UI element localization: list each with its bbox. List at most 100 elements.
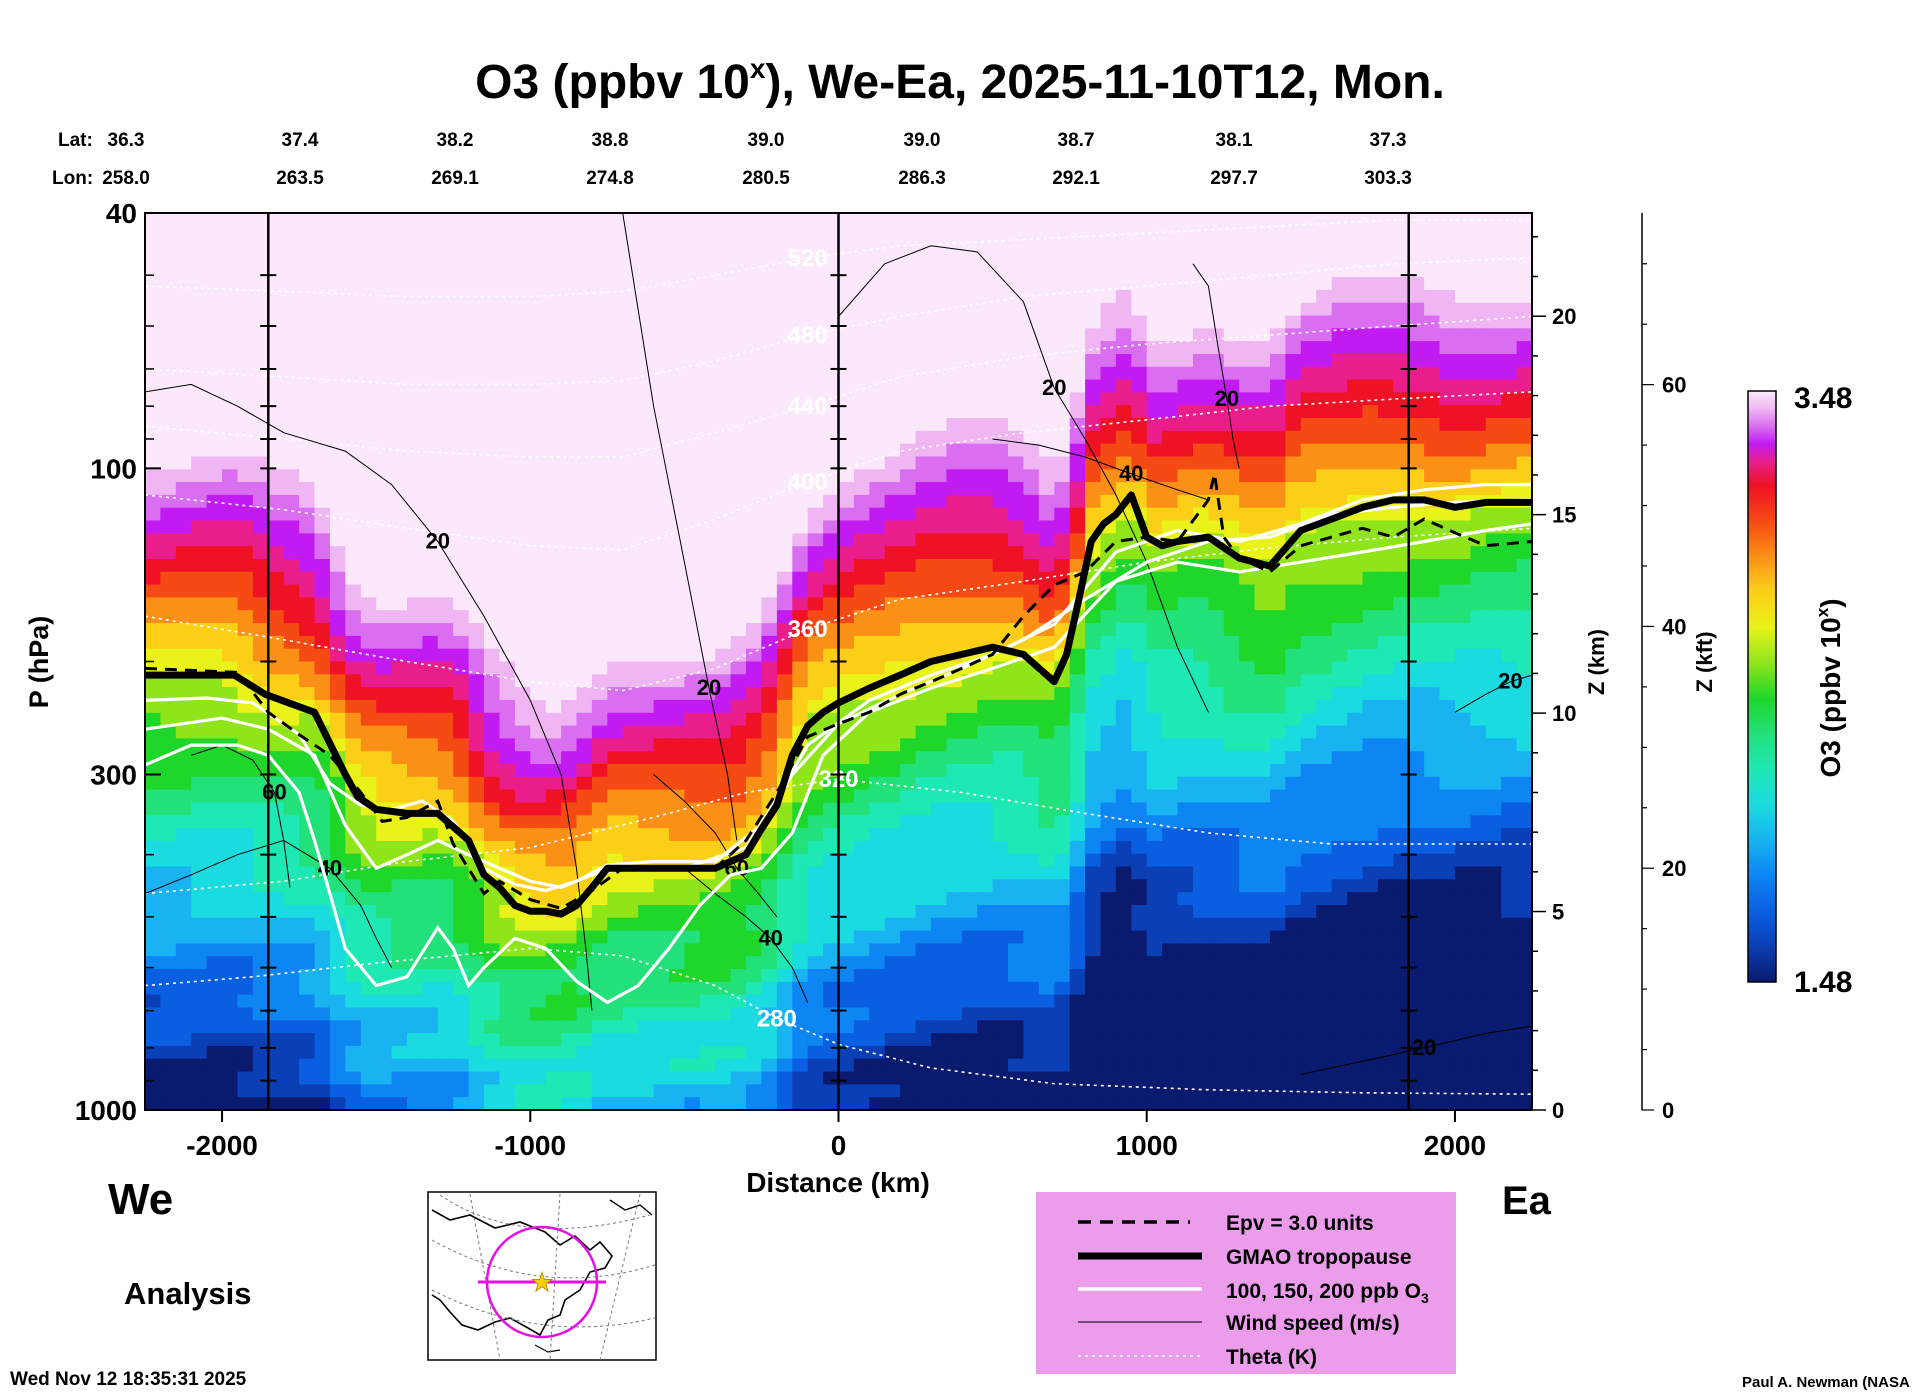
ozone-cell — [237, 879, 254, 893]
ozone-cell — [160, 469, 177, 483]
ozone-cell — [931, 776, 948, 791]
ozone-cell — [391, 635, 408, 650]
ozone-cell — [1424, 430, 1441, 445]
ozone-cell — [1439, 277, 1456, 291]
ozone-cell — [407, 751, 424, 765]
ozone-cell — [1316, 559, 1333, 573]
ozone-cell — [1223, 328, 1240, 342]
ozone-cell — [1239, 289, 1256, 304]
ozone-cell — [160, 354, 177, 368]
ozone-cell — [1023, 828, 1040, 842]
ozone-cell — [376, 571, 393, 586]
ozone-cell — [145, 328, 162, 342]
ozone-cell — [391, 225, 408, 240]
ozone-cell — [175, 482, 192, 496]
ozone-cell — [1085, 687, 1102, 701]
ozone-cell — [1331, 251, 1348, 265]
ozone-cell — [1300, 674, 1317, 688]
ozone-cell — [576, 430, 593, 445]
ozone-cell — [1239, 571, 1256, 586]
ozone-cell — [746, 725, 763, 740]
ozone-cell — [1069, 815, 1086, 829]
ozone-cell — [1131, 776, 1148, 791]
ozone-cell — [776, 610, 794, 624]
ozone-cell — [869, 379, 886, 394]
ozone-cell — [823, 738, 840, 752]
ozone-cell — [1115, 789, 1133, 804]
ozone-cell — [931, 635, 948, 650]
ozone-cell — [299, 315, 316, 330]
ozone-cell — [1316, 623, 1333, 637]
ozone-cell — [1362, 776, 1379, 791]
ozone-cell — [1300, 443, 1317, 458]
ozone-cell — [576, 482, 593, 496]
ozone-cell — [622, 302, 639, 317]
ozone-cell — [746, 905, 763, 919]
ozone-cell — [946, 456, 963, 471]
ozone-cell — [1439, 751, 1456, 765]
ozone-cell — [823, 571, 840, 586]
ozone-cell — [453, 533, 470, 547]
ozone-cell — [622, 315, 639, 330]
ozone-cell — [1408, 802, 1425, 817]
ozone-cell — [1408, 443, 1425, 458]
ozone-cell — [191, 559, 208, 573]
ozone-cell — [715, 328, 732, 342]
ozone-cell — [638, 905, 655, 919]
ozone-cell — [669, 366, 686, 381]
ozone-cell — [1377, 597, 1395, 611]
ozone-cell — [1300, 610, 1317, 624]
ozone-cell — [499, 379, 516, 394]
ozone-cell — [591, 892, 609, 906]
ozone-cell — [1516, 597, 1532, 611]
ozone-cell — [283, 853, 300, 868]
ozone-cell — [853, 840, 871, 855]
ozone-cell — [746, 277, 763, 291]
ozone-cell — [360, 443, 377, 458]
ozone-cell — [699, 738, 716, 752]
ozone-cell — [530, 610, 547, 624]
ozone-cell — [175, 238, 192, 253]
ozone-cell — [499, 392, 516, 406]
ozone-cell — [391, 661, 408, 676]
ozone-cell — [1023, 584, 1040, 599]
ozone-cell — [838, 905, 855, 919]
ozone-cell — [561, 533, 578, 547]
ozone-cell — [1131, 405, 1148, 419]
ozone-cell — [946, 430, 963, 445]
ozone-cell — [530, 559, 547, 573]
ozone-cell — [838, 328, 855, 342]
ozone-cell — [360, 571, 377, 586]
ozone-cell — [1270, 738, 1287, 752]
ozone-cell — [437, 277, 454, 291]
ozone-cell — [1439, 738, 1456, 752]
lon-value: 286.3 — [898, 168, 946, 189]
ozone-cell — [1054, 379, 1071, 394]
ozone-cell — [1454, 764, 1472, 778]
ozone-cell — [591, 815, 609, 829]
ozone-cell — [1270, 354, 1287, 368]
ozone-cell — [1254, 789, 1271, 804]
ozone-cell — [961, 879, 978, 893]
ozone-cell — [1008, 469, 1025, 483]
ozone-cell — [329, 546, 347, 560]
ozone-cell — [1085, 866, 1102, 881]
ozone-cell — [299, 443, 316, 458]
ozone-cell — [499, 533, 516, 547]
ozone-cell — [638, 456, 655, 471]
ozone-cell — [1054, 315, 1071, 330]
ozone-cell — [730, 789, 747, 804]
ozone-cell — [252, 802, 270, 817]
ozone-cell — [1146, 610, 1163, 624]
ozone-cell — [591, 802, 609, 817]
ozone-cell — [175, 789, 192, 804]
ozone-cell — [1316, 635, 1333, 650]
ozone-cell — [1254, 712, 1271, 727]
ozone-cell — [1439, 507, 1456, 522]
ozone-cell — [992, 328, 1009, 342]
ozone-cell — [545, 815, 562, 829]
ozone-cell — [1023, 264, 1040, 278]
ozone-cell — [376, 635, 393, 650]
ozone-cell — [407, 328, 424, 342]
ozone-cell — [699, 802, 716, 817]
